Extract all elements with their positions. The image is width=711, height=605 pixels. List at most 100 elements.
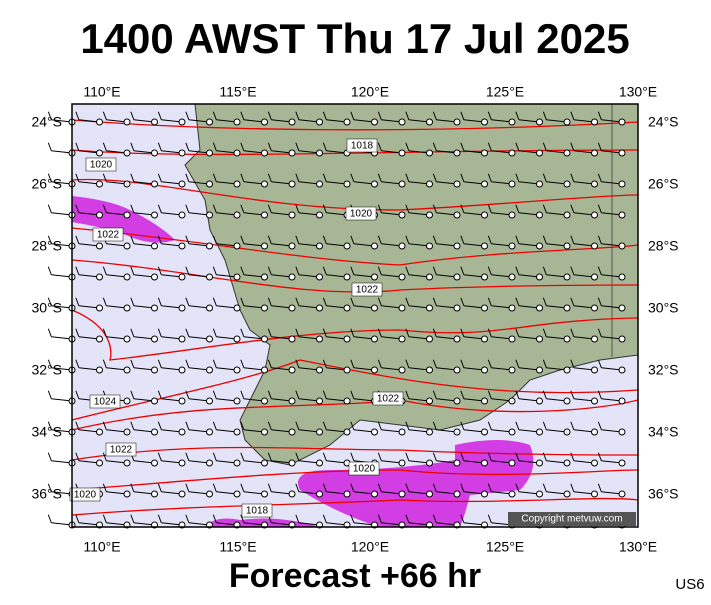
station <box>151 428 158 436</box>
barb-feather <box>102 204 107 213</box>
barb-feather <box>267 235 272 244</box>
station <box>481 459 488 467</box>
copyright-box <box>508 512 636 526</box>
station <box>261 366 268 374</box>
lon-label: 110°E <box>83 539 120 555</box>
station <box>151 459 158 467</box>
station <box>508 304 516 312</box>
barb-feather <box>75 142 80 151</box>
barb-feather <box>350 452 355 461</box>
barb-feather <box>267 421 272 430</box>
station <box>508 428 516 436</box>
barb-feather <box>350 235 355 244</box>
station <box>343 304 351 312</box>
station <box>453 118 461 126</box>
station <box>316 211 323 219</box>
station <box>261 304 268 312</box>
station <box>481 118 488 126</box>
barb-feather <box>240 235 245 244</box>
barb-feather <box>515 235 520 244</box>
station <box>288 490 296 498</box>
station <box>508 459 516 467</box>
barb-feather <box>212 204 217 213</box>
station <box>343 397 351 405</box>
lon-label: 115°E <box>219 84 256 100</box>
barb-feather <box>542 297 547 306</box>
station <box>481 211 488 219</box>
barb-feather <box>432 328 437 337</box>
lat-label: 24°S <box>31 114 62 130</box>
station <box>563 459 571 467</box>
station <box>96 428 103 436</box>
barb-feather <box>185 297 190 306</box>
lat-label: 26°S <box>648 176 679 192</box>
barb-feather <box>130 235 135 244</box>
station <box>453 273 461 281</box>
lon-label: 110°E <box>83 84 120 100</box>
code: US6 <box>675 576 704 593</box>
station <box>178 335 186 343</box>
station <box>178 428 186 436</box>
barb-feather <box>515 390 520 399</box>
station <box>563 335 571 343</box>
isobar-label-box <box>89 394 121 409</box>
station <box>618 428 626 436</box>
station <box>536 490 543 498</box>
barb-feather <box>267 173 272 182</box>
isobar-label-box <box>372 391 404 406</box>
station <box>343 242 351 250</box>
station <box>398 304 406 312</box>
station <box>343 428 351 436</box>
forecast: Forecast +66 hr <box>229 557 481 595</box>
barb-feather <box>47 328 52 337</box>
barb-feather <box>570 173 575 182</box>
barb-feather <box>102 421 107 430</box>
station <box>563 242 571 250</box>
station <box>508 490 516 498</box>
station <box>288 118 296 126</box>
barb-feather <box>597 390 602 399</box>
barb-feather <box>350 514 355 523</box>
barb-feather <box>487 421 492 430</box>
lat-label: 32°S <box>31 362 62 378</box>
barb-feather <box>597 266 602 275</box>
barb-feather <box>212 514 217 523</box>
lat-label: 30°S <box>648 300 679 316</box>
station <box>178 180 186 188</box>
barb-feather <box>542 390 547 399</box>
station <box>398 273 406 281</box>
isobar-label-box <box>85 157 117 172</box>
barb-feather <box>267 359 272 368</box>
station <box>178 273 186 281</box>
lat-label: 32°S <box>648 362 679 378</box>
barb-feather <box>185 204 190 213</box>
barb-feather <box>212 483 217 492</box>
barb-feather <box>240 421 245 430</box>
station <box>591 242 598 250</box>
barb-feather <box>47 173 52 182</box>
title: 1400 AWST Thu 17 Jul 2025 <box>80 15 629 62</box>
barb-feather <box>185 266 190 275</box>
barb-feather <box>267 111 272 120</box>
station <box>481 149 488 157</box>
barb-feather <box>267 483 272 492</box>
barb-feather <box>542 421 547 430</box>
barb-feather <box>487 359 492 368</box>
barb-feather <box>295 390 300 399</box>
barb-feather <box>295 266 300 275</box>
barb-feather <box>597 359 602 368</box>
station <box>261 335 268 343</box>
station <box>96 242 103 250</box>
barb-feather <box>377 173 382 182</box>
isobar-label: 1020 <box>350 209 373 220</box>
barb-feather <box>405 173 410 182</box>
station <box>591 366 598 374</box>
station <box>453 242 461 250</box>
station <box>618 211 626 219</box>
station <box>426 428 433 436</box>
barb-feather <box>515 173 520 182</box>
station <box>233 304 241 312</box>
barb-feather <box>350 359 355 368</box>
station <box>398 180 406 188</box>
station <box>233 118 241 126</box>
